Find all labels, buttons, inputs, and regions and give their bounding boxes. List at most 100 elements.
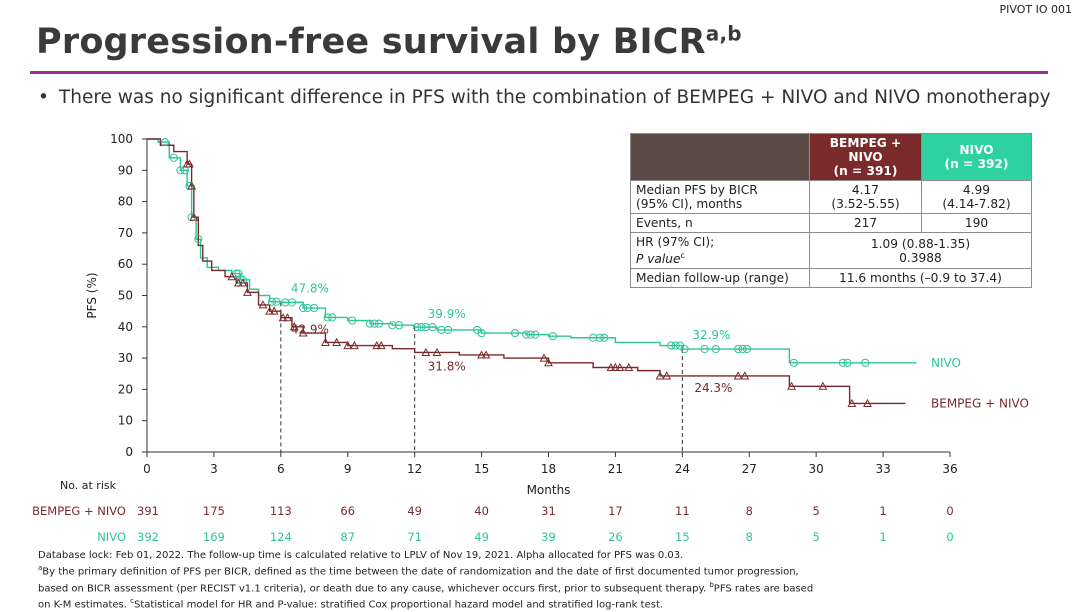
y-axis-label: PFS (%)	[85, 272, 99, 318]
table-header-blank	[630, 133, 810, 181]
bempeg-censor-mark	[376, 340, 386, 350]
label-line: P valuec	[636, 249, 804, 266]
risk-count: 8	[745, 530, 753, 544]
nivo-censor-mark	[394, 321, 404, 330]
bempeg-censor-mark	[539, 353, 549, 362]
footnote-text: PFS rates are based	[713, 583, 814, 595]
nivo-censor-mark	[733, 344, 743, 354]
nivo-landmark-label: 47.8%	[291, 281, 329, 295]
risk-count: 8	[745, 504, 753, 518]
bempeg-censor-mark	[863, 398, 872, 407]
header-nivo-n: (n = 392)	[944, 157, 1009, 171]
risk-count: 1	[879, 530, 887, 544]
bempeg-censor-mark	[321, 337, 330, 346]
nivo-censor-mark	[742, 344, 752, 354]
nivo-landmark-label: 39.9%	[428, 307, 466, 321]
bempeg-censor-mark	[477, 350, 487, 359]
bempeg-censor-mark	[421, 347, 431, 356]
nivo-censor-mark	[365, 319, 375, 328]
nivo-censor-mark	[176, 166, 185, 175]
cell-followup-value: 11.6 months (–0.9 to 37.4)	[809, 268, 1032, 289]
bempeg-censor-mark	[298, 328, 308, 337]
x-tick-label: 36	[942, 462, 957, 476]
nivo-censor-mark	[160, 138, 169, 147]
cell-bempeg-median: 4.17 (3.52-5.55)	[809, 180, 922, 214]
table-header-nivo: NIVO (n = 392)	[921, 133, 1032, 181]
footnote-text: based on BICR assessment (per RECIST v1.…	[38, 583, 707, 595]
nivo-censor-mark	[428, 323, 437, 332]
bempeg-landmark-label: 42.9%	[291, 323, 329, 337]
nivo-censor-mark	[861, 358, 870, 367]
title-text: Progression-free survival by BICR	[36, 22, 706, 62]
footnote-line: Database lock: Feb 01, 2022. The follow-…	[38, 550, 684, 561]
nivo-censor-mark	[281, 298, 290, 307]
p-value-label: P value	[636, 252, 681, 267]
bempeg-censor-mark	[234, 278, 243, 287]
bempeg-censor-mark	[481, 350, 491, 359]
nivo-censor-mark	[510, 328, 520, 338]
nivo-censor-mark	[185, 181, 194, 191]
x-tick-label: 12	[407, 462, 422, 476]
cell-line: 4.99	[962, 183, 991, 197]
bullet-text: There was no significant difference in P…	[58, 87, 1051, 108]
y-tick-label: 70	[118, 226, 133, 240]
footnote-line: based on BICR assessment (per RECIST v1.…	[38, 579, 1038, 596]
table-row: HR (97% CI); P valuec 1.09 (0.88-1.35) 0.3…	[630, 231, 1032, 270]
risk-count: 391	[137, 504, 159, 518]
nivo-censor-mark	[789, 358, 798, 367]
bempeg-censor-mark	[662, 371, 672, 380]
table-header-row: BEMPEG + NIVO (n = 391) NIVO (n = 392)	[630, 133, 1032, 181]
x-tick-label: 6	[277, 462, 285, 476]
nivo-censor-mark	[589, 333, 598, 342]
label-line: HR (97% CI);	[636, 235, 715, 249]
nivo-censor-mark	[444, 325, 453, 335]
nivo-censor-mark	[194, 235, 203, 244]
x-tick-label: 24	[675, 462, 690, 476]
y-tick-label: 50	[118, 289, 133, 303]
y-tick-label: 90	[118, 163, 133, 177]
x-tick-label: 9	[344, 462, 352, 476]
risk-count: 49	[407, 504, 422, 518]
bempeg-censor-mark	[258, 300, 268, 309]
cell-hr-value: 1.09 (0.88-1.35) 0.3988	[809, 231, 1032, 270]
risk-count: 26	[608, 530, 623, 544]
risk-count: 15	[675, 530, 690, 544]
y-tick-label: 60	[118, 257, 133, 271]
slide-tag: PIVOT IO 001	[999, 3, 1072, 16]
bempeg-censor-mark	[283, 313, 292, 322]
bempeg-landmark-label: 31.8%	[428, 359, 466, 373]
bempeg-censor-mark	[184, 159, 194, 168]
nivo-censor-mark	[299, 303, 308, 313]
nivo-censor-mark	[711, 344, 720, 354]
nivo-censor-mark	[417, 323, 426, 332]
footnote-text: Statistical model for HR and P-value: st…	[134, 599, 664, 611]
nivo-end-label: NIVO	[931, 356, 961, 370]
risk-row-label: NIVO	[97, 530, 126, 544]
page-title: Progression-free survival by BICRa,b	[36, 22, 742, 62]
summary-bullet: • There was no significant difference in …	[38, 87, 1051, 108]
header-bempeg-n: (n = 391)	[833, 164, 898, 178]
nivo-censor-mark	[600, 333, 609, 342]
nivo-censor-mark	[680, 344, 689, 354]
x-tick-label: 3	[210, 462, 218, 476]
risk-count: 31	[541, 504, 556, 518]
table-row: Median follow-up (range) 11.6 months (–0…	[630, 268, 1032, 289]
nivo-censor-mark	[267, 297, 277, 306]
bempeg-censor-mark	[189, 212, 199, 221]
row-label-hr: HR (97% CI); P valuec	[630, 231, 810, 270]
cell-line: 1.09 (0.88-1.35)	[870, 236, 971, 251]
cell-nivo-median: 4.99 (4.14-7.82)	[921, 180, 1032, 214]
bempeg-censor-mark	[289, 322, 299, 331]
x-axis-label: Months	[527, 483, 571, 497]
x-tick-label: 15	[474, 462, 489, 476]
nivo-censor-mark	[303, 303, 312, 313]
footnotes: Database lock: Feb 01, 2022. The follow-…	[38, 549, 1038, 612]
risk-count: 49	[474, 530, 489, 544]
nivo-censor-mark	[412, 323, 421, 332]
nivo-censor-mark	[232, 269, 241, 278]
bempeg-censor-mark	[655, 371, 665, 380]
risk-count: 169	[202, 530, 225, 544]
bempeg-censor-mark	[432, 347, 442, 356]
title-divider	[30, 71, 1048, 74]
row-label-events: Events, n	[630, 213, 810, 233]
